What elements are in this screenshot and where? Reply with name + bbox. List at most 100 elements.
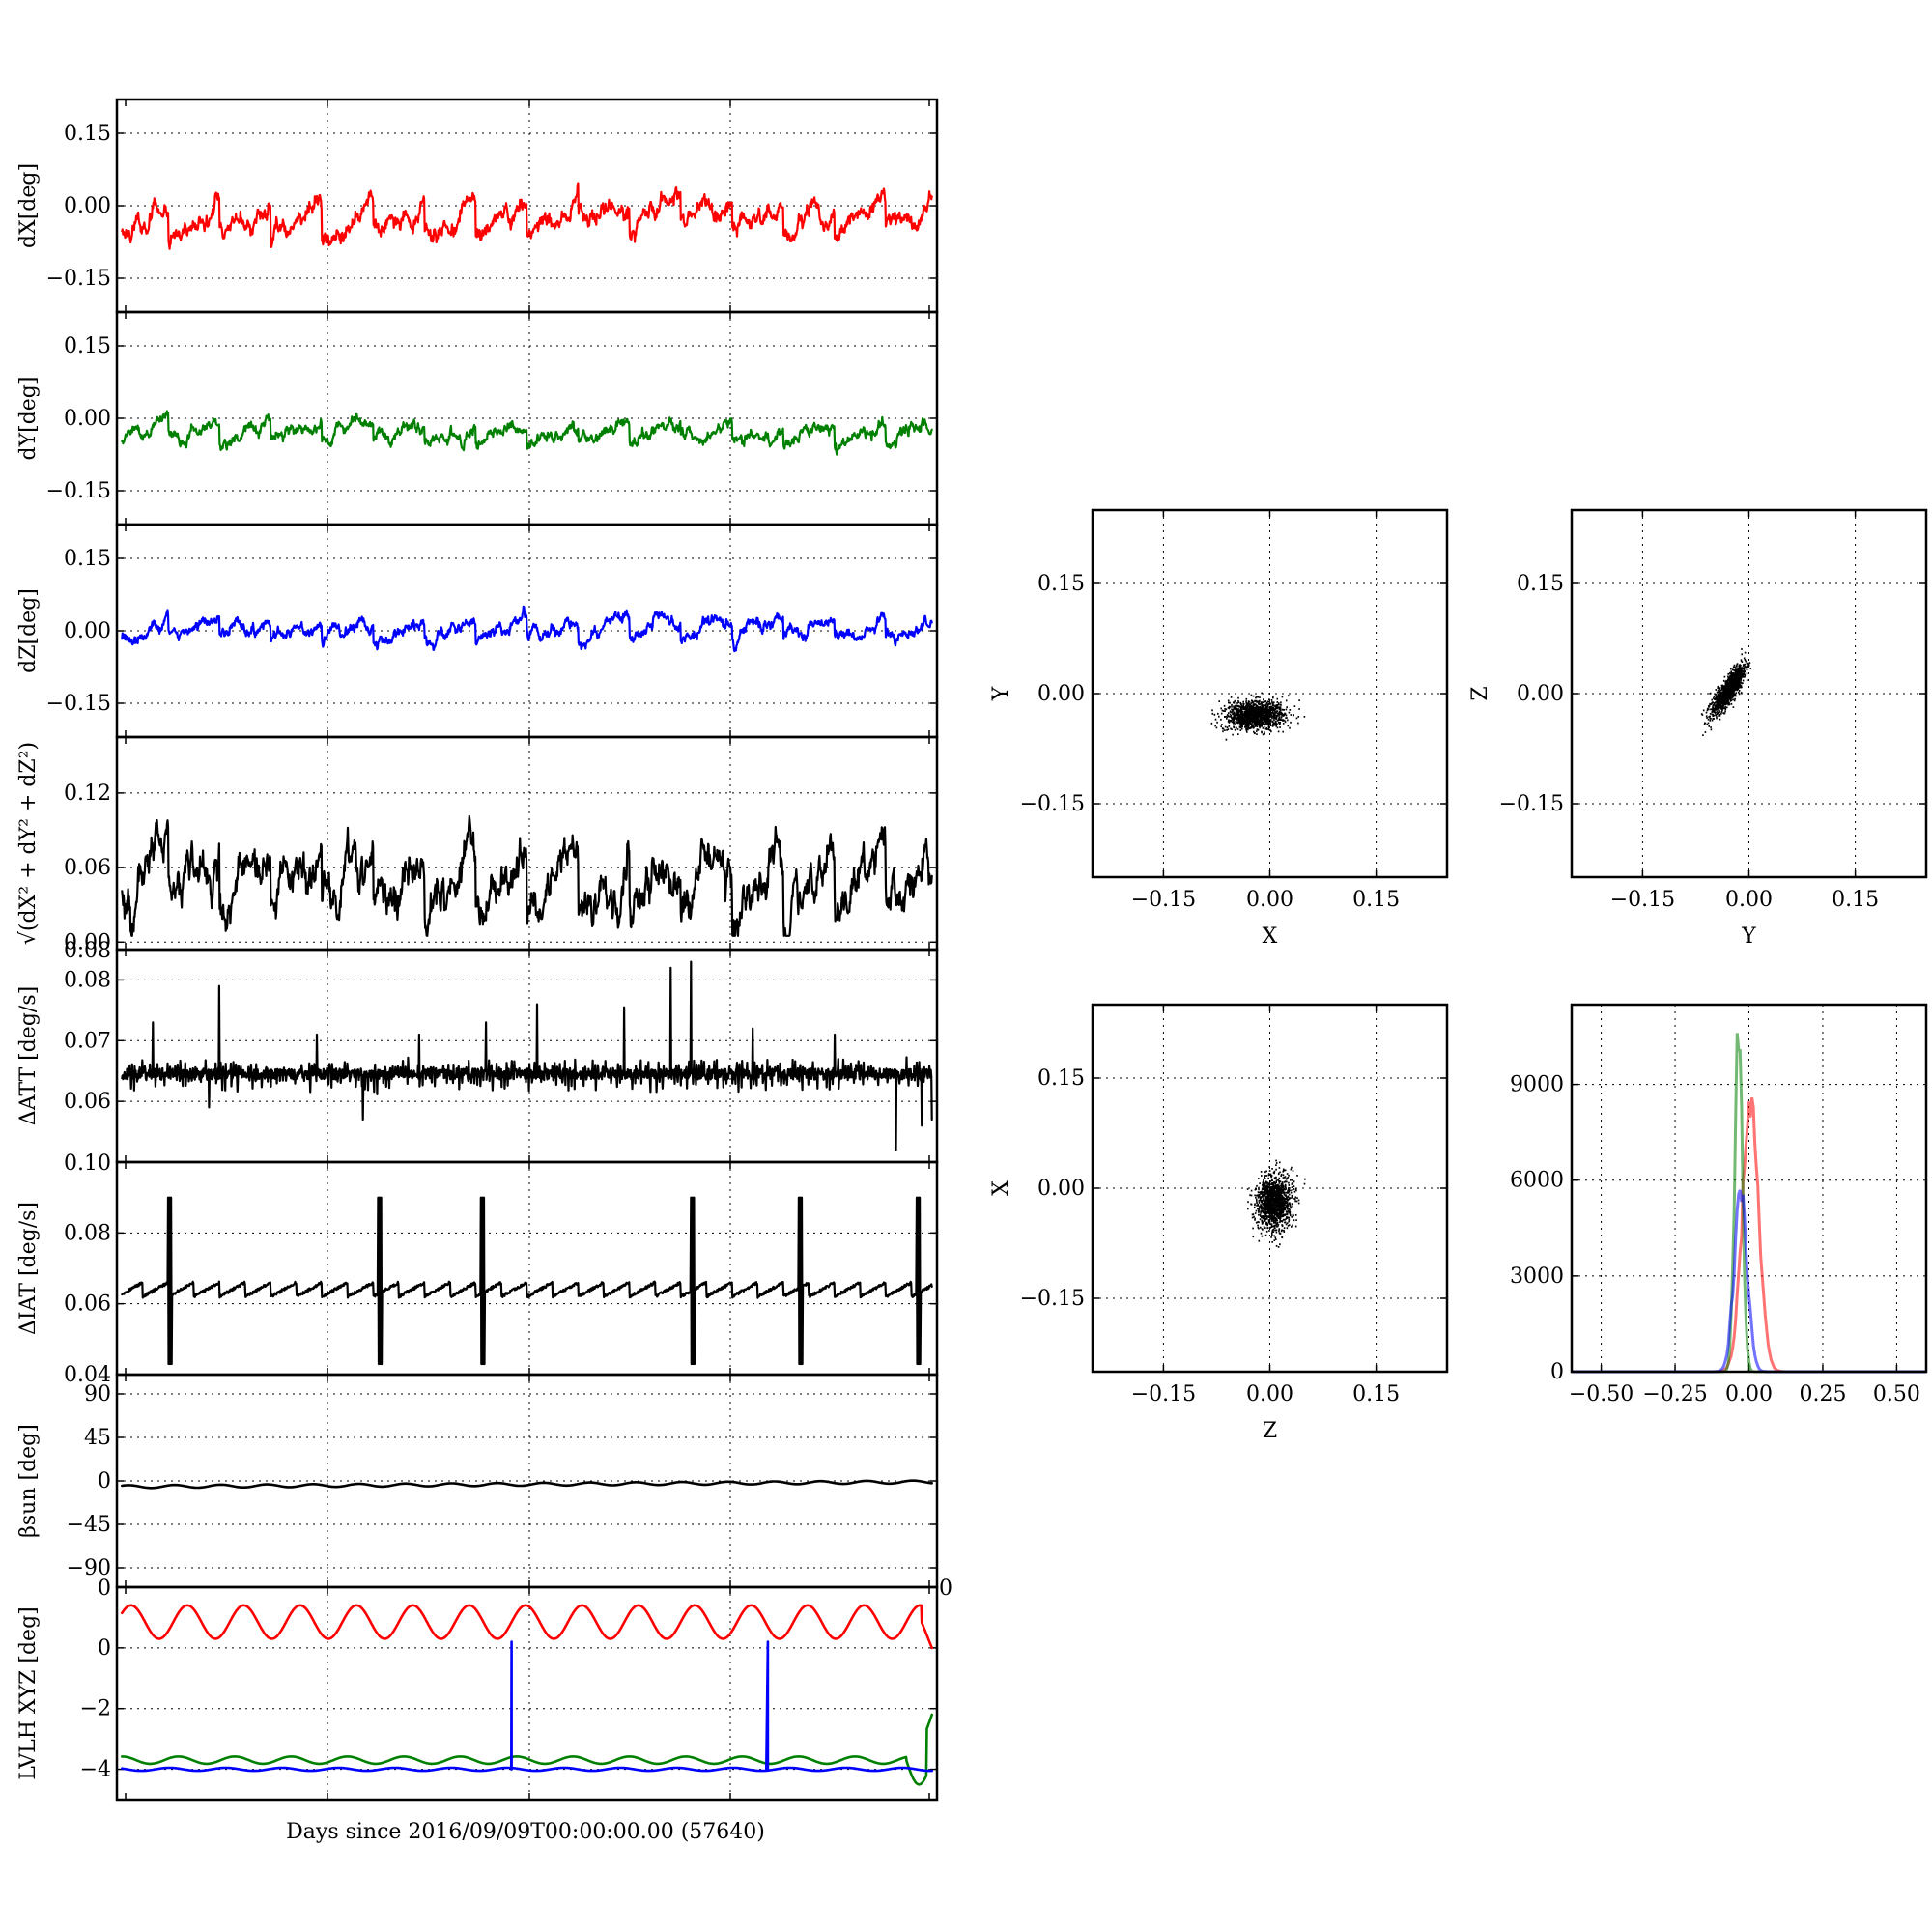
x-tick-label: 0.00 <box>1725 888 1773 912</box>
y-tick-label: −4 <box>80 1758 111 1782</box>
scatter-points <box>1210 692 1306 741</box>
panel-dY: −0.15 0.00 0.15 dY[deg] <box>16 310 939 526</box>
y-tick-label: 0.04 <box>64 1363 111 1387</box>
y-tick-label: −0.15 <box>46 692 111 716</box>
x-tick-label: 0.50 <box>1873 1382 1920 1406</box>
x-tick-label: −0.15 <box>1610 888 1675 912</box>
x-axis-label: Z <box>1263 1419 1277 1443</box>
axes-frame <box>1570 508 1928 879</box>
x-axis-label: Y <box>1741 924 1756 949</box>
series-line <box>121 960 933 1151</box>
y-tick-label: 0.00 <box>64 619 111 643</box>
y-axis-label: dZ[deg] <box>16 588 41 673</box>
series-line <box>121 814 933 937</box>
series-line <box>121 1604 933 1650</box>
y-tick-label: 0.10 <box>64 1151 111 1176</box>
panel-scatterZX: −0.15 0.00 0.15 −0.15 0.00 0.15 Z X <box>989 1003 1449 1443</box>
y-tick-label: 0.00 <box>64 194 111 218</box>
y-axis-label: X <box>989 1180 1013 1196</box>
y-tick-label: 0.00 <box>64 930 111 954</box>
y-tick-label: −45 <box>67 1513 111 1537</box>
y-tick-label: 0.06 <box>64 856 111 880</box>
series-line <box>121 605 933 653</box>
y-tick-label: 0.15 <box>1037 572 1085 596</box>
y-tick-label: −0.15 <box>1020 792 1085 816</box>
y-tick-label: 90 <box>84 1382 111 1406</box>
y-axis-label: Z <box>1468 686 1492 700</box>
scatter-points <box>1700 648 1752 736</box>
x-tick-label: 0.00 <box>1246 1382 1293 1406</box>
y-tick-label: 0.00 <box>1037 1177 1085 1201</box>
panel-scatterXY: −0.15 0.00 0.15 −0.15 0.00 0.15 X Y <box>989 508 1449 949</box>
y-axis-label: Y <box>989 686 1013 701</box>
y-tick-label: 0.00 <box>1037 682 1085 706</box>
x-tick-label: 0.00 <box>1725 1382 1773 1406</box>
scatter-points <box>1246 1159 1306 1248</box>
y-axis-label: ΔIAT [deg/s] <box>16 1202 41 1335</box>
y-tick-label: −0.15 <box>1499 792 1564 816</box>
y-tick-label: 0.07 <box>64 1029 111 1053</box>
x-tick-label: 0.15 <box>1352 1382 1400 1406</box>
axes-frame <box>1091 1003 1449 1374</box>
series-line <box>121 1479 933 1490</box>
y-axis-label: ΔATT [deg/s] <box>16 986 41 1125</box>
panel-scatterYZ: −0.15 0.00 0.15 −0.15 0.00 0.15 Y Z <box>1468 508 1928 949</box>
series-line <box>121 1640 933 1773</box>
x-tick-label: 0.25 <box>1799 1382 1846 1406</box>
series-line <box>121 410 933 456</box>
x-tick-label: 0.15 <box>1352 888 1400 912</box>
axes-frame <box>1570 1003 1928 1374</box>
y-tick-label: 0.00 <box>64 407 111 431</box>
x-tick-label: −0.50 <box>1569 1382 1634 1406</box>
y-tick-label: 0.06 <box>64 1090 111 1114</box>
y-tick-label: 0.15 <box>64 334 111 358</box>
y-tick-label: 0.08 <box>64 939 111 963</box>
y-axis-label: βsun [deg] <box>16 1424 41 1538</box>
y-tick-label: −0.15 <box>46 479 111 503</box>
axes-frame <box>1091 508 1449 879</box>
y-tick-label: 0.15 <box>1037 1066 1085 1091</box>
y-tick-label: 0.12 <box>64 781 111 806</box>
panel-lvlh: −4 −2 0 0 0 LVLH XYZ [deg] <box>16 1577 952 1802</box>
x-axis-label: X <box>1263 924 1278 949</box>
x-tick-label: 0.15 <box>1832 888 1879 912</box>
panel-betaSun: −90 −45 0 45 90 βsun [deg] <box>16 1373 939 1589</box>
x-tick-label: 0.00 <box>1246 888 1293 912</box>
y-tick-label: 0.00 <box>1517 682 1564 706</box>
x-tick-label: −0.15 <box>1131 888 1196 912</box>
y-tick-label: 0 <box>98 1636 111 1661</box>
panel-dZ: −0.15 0.00 0.15 dZ[deg] <box>16 523 939 739</box>
y-tick-label: 0.06 <box>64 1293 111 1317</box>
y-tick-label: 3000 <box>1510 1264 1564 1289</box>
y-axis-label: √(dX² + dY² + dZ²) <box>16 742 41 945</box>
y-tick-label: 0.15 <box>64 122 111 146</box>
y-axis-label: LVLH XYZ [deg] <box>16 1606 41 1780</box>
series-line <box>121 1713 933 1786</box>
y-tick-label: 9000 <box>1510 1073 1564 1097</box>
panel-histogram: −0.50 −0.25 0.00 0.25 0.50 0 3000 6000 9000 <box>1510 1003 1928 1406</box>
y-tick-label: 0 <box>98 1577 111 1601</box>
panel-dIAT: 0.04 0.06 0.08 0.10 ΔIAT [deg/s] <box>16 1151 939 1387</box>
x-axis-label: Days since 2016/09/09T00:00:00.00 (57640… <box>286 1820 765 1844</box>
y-tick-label: −0.15 <box>46 267 111 291</box>
y-tick-label: −0.15 <box>1020 1287 1085 1311</box>
y-tick-label: 0.15 <box>64 547 111 571</box>
x-tick-label: −0.15 <box>1131 1382 1196 1406</box>
y-tick-label: 0 <box>98 1469 111 1493</box>
y-tick-label: 0.08 <box>64 968 111 992</box>
x-tick-label: −0.25 <box>1642 1382 1707 1406</box>
y-tick-label: 45 <box>84 1426 111 1450</box>
axes-frame <box>115 1585 939 1802</box>
panel-dMag: 0.00 0.06 0.12 √(dX² + dY² + dZ²) <box>16 735 939 954</box>
axes-frame <box>115 1160 939 1377</box>
y-axis-label: dX[deg] <box>16 163 41 248</box>
panel-dATT: 0.06 0.07 0.08 0.08 ΔATT [deg/s] <box>16 939 939 1164</box>
y-tick-label: 0.08 <box>64 1221 111 1245</box>
axes-frame <box>115 948 939 1164</box>
y-tick-label: 0.15 <box>1517 572 1564 596</box>
y-tick-label: 6000 <box>1510 1169 1564 1193</box>
panel-dX: −0.15 0.00 0.15 dX[deg] <box>16 98 939 314</box>
y-tick-label: −90 <box>67 1556 111 1580</box>
series-line <box>121 182 933 250</box>
